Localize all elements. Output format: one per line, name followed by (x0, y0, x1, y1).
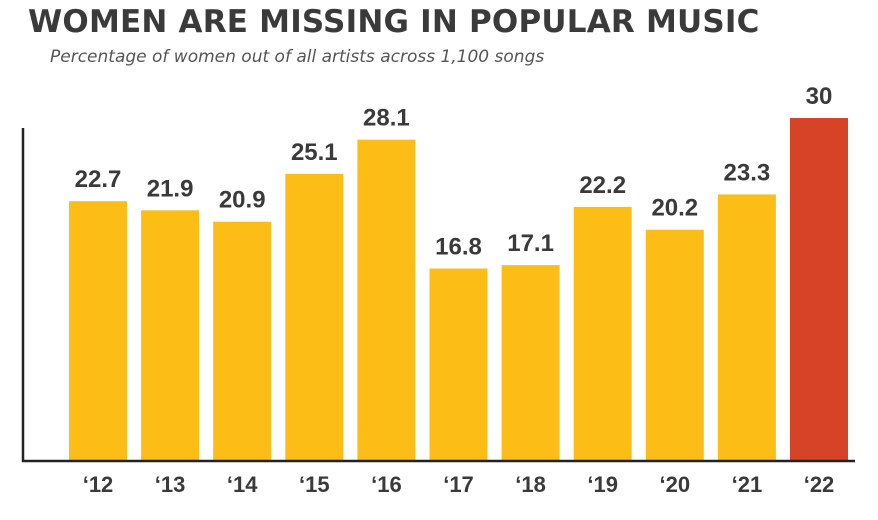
bar-17 (429, 268, 488, 460)
data-label-21: 23.3 (724, 159, 771, 186)
x-tick-label-18: ‘18 (515, 472, 546, 497)
bar-14 (213, 221, 272, 460)
bar-16 (357, 139, 416, 460)
data-label-19: 22.2 (579, 172, 626, 199)
x-tick-label-20: ‘20 (660, 472, 691, 497)
bar-18 (501, 265, 560, 460)
bar-15 (285, 173, 344, 460)
bar-13 (141, 210, 200, 460)
bar-22 (790, 118, 848, 460)
data-label-17: 16.8 (435, 234, 482, 261)
x-tick-label-13: ‘13 (155, 472, 186, 497)
data-label-18: 17.1 (507, 230, 554, 257)
chart-subtitle: Percentage of women out of all artists a… (50, 47, 545, 67)
data-label-12: 22.7 (75, 166, 122, 193)
bar-21 (717, 194, 776, 460)
data-label-15: 25.1 (291, 139, 338, 166)
chart-title: WOMEN ARE MISSING IN POPULAR MUSIC (28, 4, 760, 40)
bar-20 (645, 229, 704, 460)
x-tick-label-19: ‘19 (587, 472, 618, 497)
data-label-16: 28.1 (363, 105, 410, 132)
data-label-20: 20.2 (651, 195, 698, 222)
x-tick-label-17: ‘17 (443, 472, 474, 497)
bars-group (69, 118, 848, 460)
x-tick-label-16: ‘16 (371, 472, 402, 497)
x-tick-labels-group: ‘12 ‘13 ‘14 ‘15 ‘16 ‘17 ‘18 ‘19 ‘20 ‘21 ‘22 (83, 472, 835, 497)
x-tick-label-15: ‘15 (299, 472, 330, 497)
x-tick-label-12: ‘12 (83, 472, 114, 497)
data-labels-group: 22.7 21.9 20.9 25.1 28.1 16.8 17.1 22.2 20.2 23.3… (75, 83, 833, 261)
bar-19 (573, 206, 632, 460)
data-label-13: 21.9 (147, 175, 194, 202)
x-tick-label-14: ‘14 (227, 472, 258, 497)
data-label-22: 30 (806, 83, 833, 110)
x-tick-label-21: ‘21 (732, 472, 763, 497)
data-label-14: 20.9 (219, 187, 266, 214)
bar-12 (69, 201, 127, 460)
x-tick-label-22: ‘22 (804, 472, 835, 497)
